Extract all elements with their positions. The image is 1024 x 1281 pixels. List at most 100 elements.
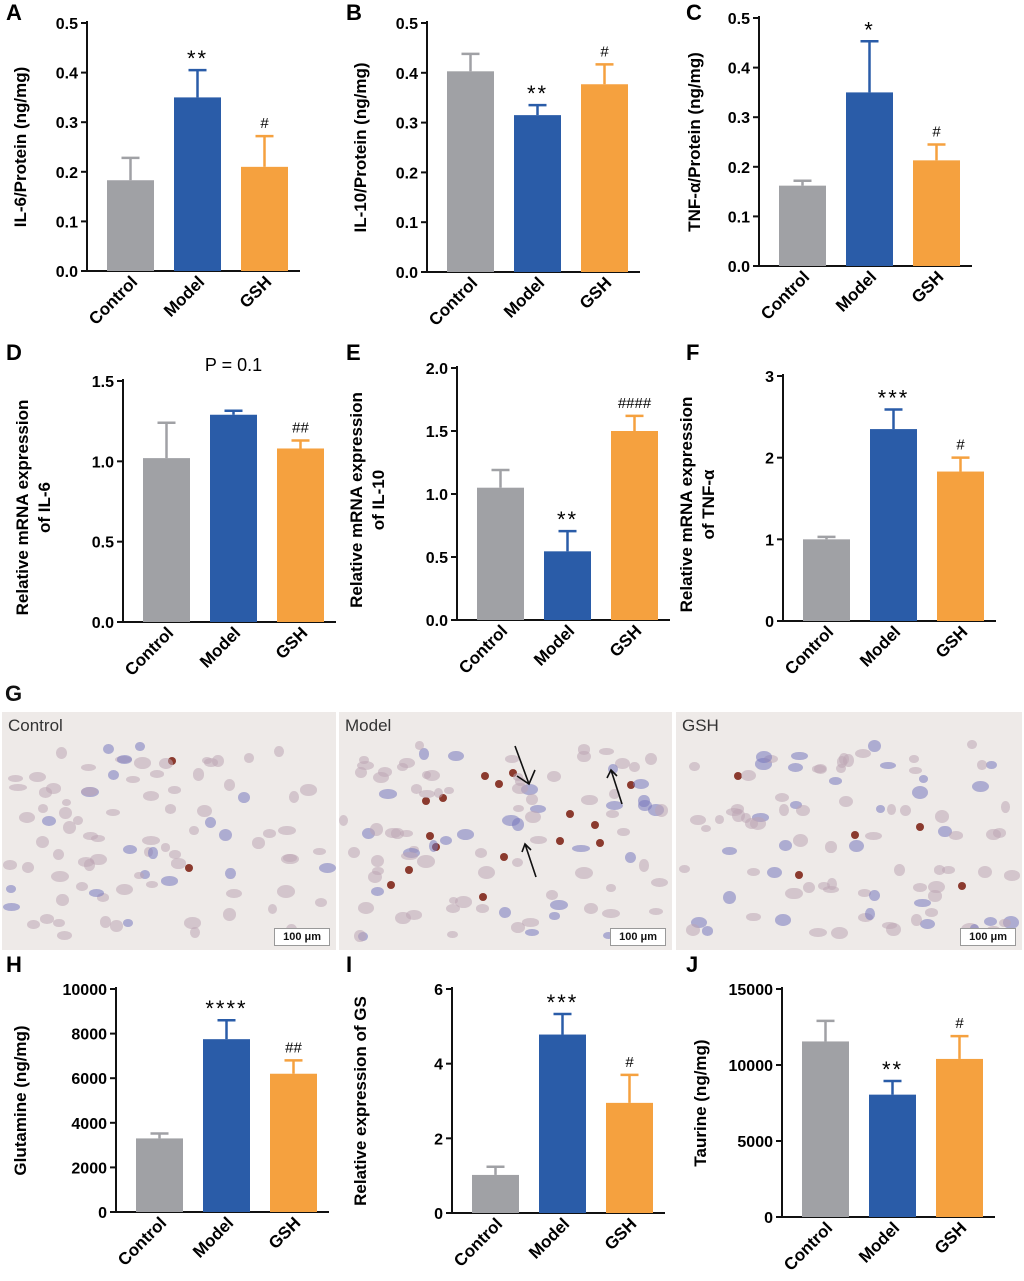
- stained-cell: [479, 892, 488, 901]
- cell-nucleus: [512, 818, 524, 832]
- bar-model: [174, 97, 221, 272]
- chart-panel-h: H 0 2000 4000 6000 8000 10000 Glutamine (ng/mg)…: [0, 952, 340, 1276]
- y-tick-label: 0: [98, 1205, 107, 1222]
- cell-nucleus: [512, 857, 524, 867]
- stained-cell: [404, 866, 413, 875]
- cell-nucleus: [223, 908, 236, 921]
- y-axis-label-line: Relative mRNA expression: [347, 392, 366, 608]
- cell-nucleus: [581, 795, 598, 805]
- cell-nucleus: [478, 866, 496, 880]
- cell-nucleus: [52, 918, 66, 928]
- cell-nucleus: [55, 747, 68, 760]
- cell-nucleus: [787, 763, 803, 773]
- cell-nucleus: [894, 863, 906, 877]
- cell-nucleus: [778, 804, 789, 817]
- cell-nucleus: [741, 770, 757, 781]
- p-value-note: P = 0.1: [205, 355, 262, 375]
- cell-nucleus: [779, 840, 793, 851]
- histology-panel-model: Model 100 μm: [339, 712, 672, 950]
- category-label: GSH: [265, 1213, 304, 1252]
- cell-nucleus: [967, 740, 978, 750]
- category-label: Model: [160, 272, 208, 320]
- stained-cell: [509, 769, 518, 778]
- y-tick-label: 8000: [71, 1027, 107, 1044]
- cell-nucleus: [510, 922, 525, 933]
- bar-model: [539, 1034, 586, 1213]
- cell-nucleus: [122, 844, 138, 855]
- cell-nucleus: [732, 809, 745, 823]
- y-tick-label: 2: [765, 451, 774, 468]
- cell-nucleus: [367, 871, 382, 883]
- cell-nucleus: [40, 914, 55, 924]
- cell-nucleus: [924, 907, 939, 917]
- significance-mark: ***: [547, 990, 579, 1015]
- y-tick-label: 3: [765, 369, 774, 386]
- stained-cell: [185, 863, 194, 872]
- cell-nucleus: [854, 748, 872, 759]
- cell-nucleus: [378, 789, 397, 799]
- cell-nucleus: [550, 899, 568, 911]
- cell-nucleus: [371, 886, 385, 897]
- cell-nucleus: [77, 856, 95, 867]
- y-tick-label: 0.5: [56, 16, 78, 33]
- y-tick-label: 15000: [729, 982, 774, 999]
- cell-nucleus: [299, 784, 318, 797]
- cell-nucleus: [3, 860, 17, 870]
- y-tick-label: 0.0: [426, 613, 448, 630]
- cell-nucleus: [629, 761, 640, 772]
- cell-nucleus: [608, 788, 620, 800]
- cell-nucleus: [76, 882, 88, 892]
- cell-nucleus: [934, 810, 949, 824]
- cell-nucleus: [190, 927, 201, 939]
- cell-nucleus: [133, 756, 152, 769]
- cell-nucleus: [520, 783, 539, 795]
- cell-nucleus: [142, 791, 160, 801]
- cell-nucleus: [361, 828, 375, 840]
- cell-nucleus: [189, 825, 199, 835]
- stained-cell: [627, 780, 636, 789]
- cell-nucleus: [448, 751, 464, 762]
- cell-nucleus: [267, 903, 278, 914]
- significance-mark: #: [955, 1015, 964, 1032]
- category-label: GSH: [932, 622, 971, 661]
- y-tick-label: 1.0: [426, 487, 448, 504]
- category-label: Model: [189, 1213, 237, 1261]
- cell-nucleus: [372, 866, 385, 876]
- y-tick-label: 0.2: [728, 160, 750, 177]
- cell-nucleus: [880, 761, 896, 769]
- y-tick-label: 0.5: [396, 16, 418, 33]
- cell-nucleus: [774, 914, 792, 927]
- bar-control: [447, 71, 494, 272]
- cell-nucleus: [526, 793, 538, 805]
- significance-mark: **: [187, 46, 208, 71]
- cell-nucleus: [942, 866, 956, 875]
- stained-cell: [426, 831, 435, 840]
- cell-nucleus: [184, 917, 202, 929]
- panel-label-g: G: [5, 681, 23, 706]
- cell-nucleus: [354, 929, 367, 943]
- bar-gsh: [606, 1102, 653, 1213]
- y-tick-label: 0.0: [92, 615, 114, 632]
- bar-control: [779, 185, 826, 266]
- cell-nucleus: [446, 903, 461, 913]
- y-tick-label: 0.0: [728, 259, 750, 276]
- chart-panel-j: J 0 5000 10000 15000 Taurine (ng/mg) Control **…: [680, 952, 1024, 1276]
- y-tick-label: 0.5: [92, 535, 114, 552]
- stained-cell: [916, 823, 925, 832]
- cell-nucleus: [263, 829, 277, 839]
- cell-nucleus: [61, 798, 72, 807]
- cell-nucleus: [126, 775, 141, 783]
- cell-nucleus: [614, 758, 631, 770]
- cell-nucleus: [110, 920, 124, 932]
- y-tick-label: 0: [434, 1206, 443, 1223]
- y-tick-label: 10000: [729, 1058, 774, 1075]
- cell-nucleus: [274, 745, 285, 757]
- cell-nucleus: [971, 780, 990, 793]
- cell-nucleus: [73, 815, 84, 826]
- cell-nucleus: [146, 880, 158, 888]
- y-tick-label: 0.4: [396, 66, 418, 83]
- cell-nucleus: [170, 858, 187, 869]
- y-tick-label: 4000: [71, 1116, 107, 1133]
- cell-nucleus: [62, 821, 76, 835]
